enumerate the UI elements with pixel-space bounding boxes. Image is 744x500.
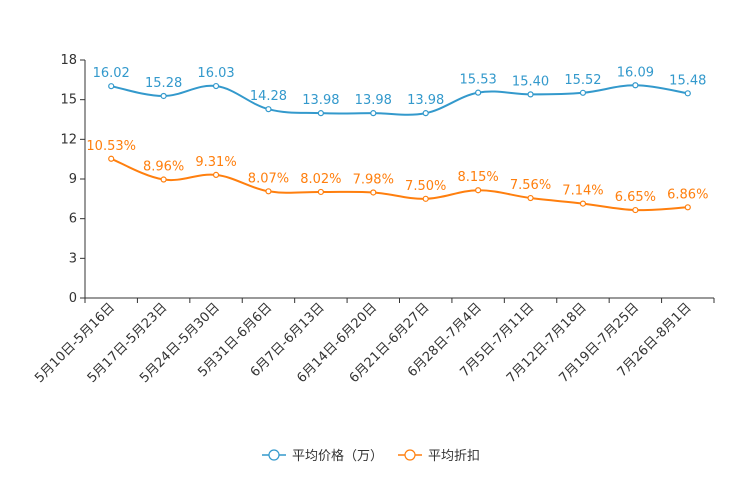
data-label: 8.15% [457, 170, 498, 185]
data-point [108, 83, 115, 90]
data-point [475, 187, 482, 194]
data-label: 8.07% [248, 171, 289, 186]
data-point [579, 200, 587, 207]
data-label: 8.02% [300, 172, 341, 187]
series-line-1 [110, 157, 688, 212]
data-point [317, 110, 324, 117]
data-point [527, 194, 534, 202]
y-tick-label: 18 [60, 53, 77, 68]
y-tick-label: 12 [60, 132, 77, 147]
data-point [579, 89, 587, 96]
data-label: 15.40 [512, 74, 549, 89]
data-point [370, 189, 377, 196]
data-label: 13.98 [302, 93, 339, 108]
data-label: 7.98% [353, 172, 394, 187]
data-label: 15.52 [564, 73, 601, 88]
data-label: 15.48 [669, 73, 706, 88]
legend-marker-1 [404, 449, 416, 461]
data-point [632, 82, 639, 89]
data-label: 6.65% [615, 190, 656, 205]
data-point [265, 188, 272, 195]
data-label: 15.28 [145, 76, 182, 91]
data-point [160, 92, 167, 100]
legend-marker-0 [268, 449, 280, 461]
data-point [527, 91, 534, 98]
y-tick-label: 15 [60, 93, 77, 108]
data-label: 6.86% [667, 187, 708, 202]
legend-label-1: 平均折扣 [428, 449, 480, 464]
data-label: 9.31% [195, 155, 236, 170]
y-tick-label: 0 [69, 291, 77, 306]
data-point [370, 110, 377, 117]
legend-label-0: 平均价格（万） [292, 448, 383, 464]
data-point [212, 171, 220, 179]
data-label: 14.28 [250, 89, 287, 104]
data-point [475, 89, 482, 96]
data-label: 16.09 [617, 65, 654, 80]
data-label: 10.53% [86, 139, 136, 154]
data-point [212, 82, 220, 90]
y-tick-label: 6 [69, 212, 77, 227]
data-label: 16.03 [197, 66, 234, 81]
data-label: 8.96% [143, 160, 184, 175]
data-point [422, 110, 429, 117]
data-label: 13.98 [407, 93, 444, 108]
data-label: 15.53 [460, 73, 497, 88]
data-point [684, 90, 691, 97]
data-point [160, 176, 167, 183]
y-tick-label: 9 [69, 172, 77, 187]
data-label: 7.14% [562, 184, 603, 199]
data-point [632, 206, 639, 214]
data-point [108, 155, 115, 162]
data-label: 13.98 [355, 93, 392, 108]
data-point [422, 195, 429, 202]
series-line-0 [111, 84, 688, 116]
data-label: 16.02 [93, 66, 130, 81]
data-label: 7.50% [405, 179, 446, 194]
data-label: 7.56% [510, 178, 551, 193]
data-point [684, 204, 691, 211]
y-tick-label: 3 [69, 251, 77, 266]
data-point [317, 188, 324, 196]
data-point [265, 106, 272, 113]
